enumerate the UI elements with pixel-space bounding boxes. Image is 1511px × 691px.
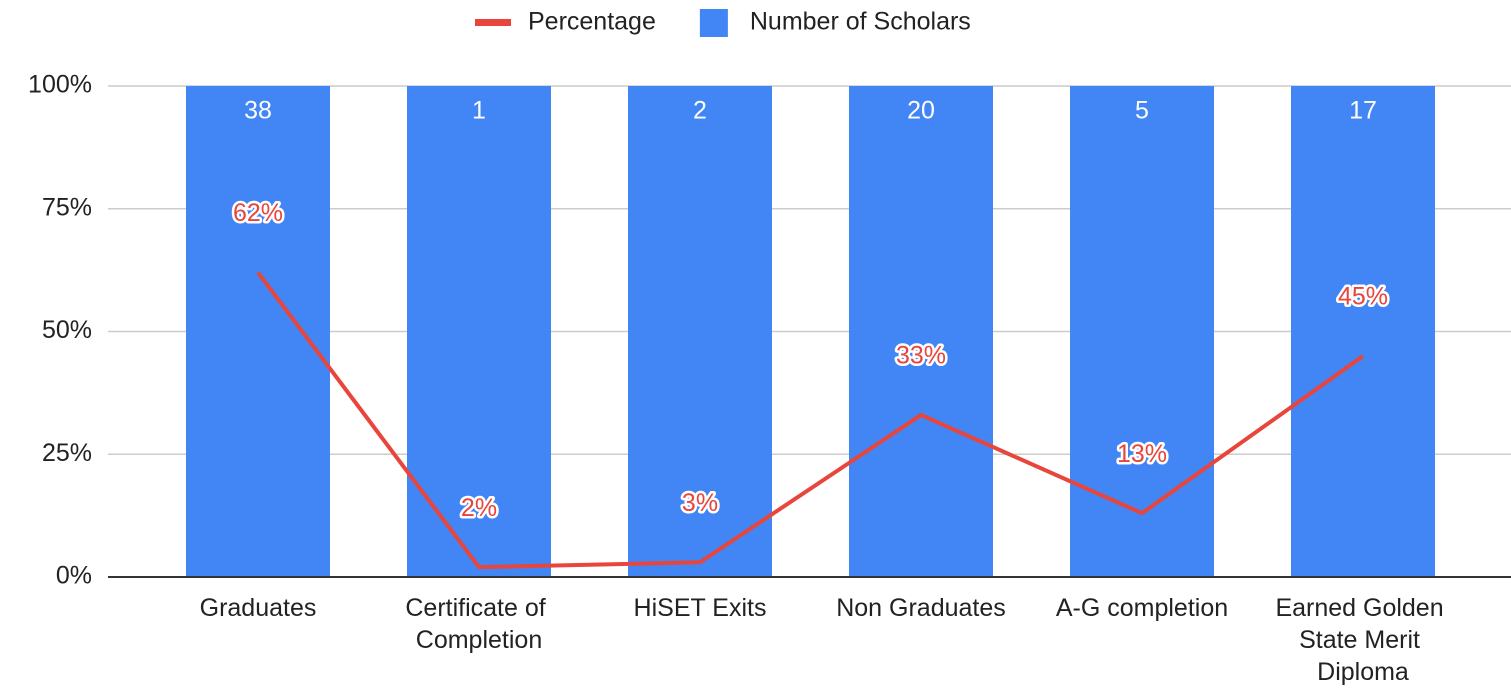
bar-value-label: 38	[244, 97, 272, 125]
bar	[407, 86, 551, 577]
line-value-label: 13%	[1117, 440, 1167, 468]
x-tick-label: A-G completion	[1056, 594, 1228, 622]
bar-value-label: 5	[1135, 97, 1149, 125]
y-tick-label: 100%	[28, 71, 92, 99]
bar	[1070, 86, 1214, 577]
legend-label: Number of Scholars	[750, 8, 971, 36]
line-value-label: 33%	[896, 342, 946, 370]
x-tick-label: Graduates	[200, 594, 317, 622]
line-value-label: 45%	[1338, 283, 1388, 311]
bar	[628, 86, 772, 577]
line-value-label: 3%	[682, 489, 718, 517]
legend-swatch	[699, 9, 728, 37]
bar	[186, 86, 330, 577]
bar-value-label: 1	[472, 97, 486, 125]
x-tick-label: Non Graduates	[836, 594, 1006, 622]
x-tick-label: HiSET Exits	[634, 594, 767, 622]
bar	[849, 86, 993, 577]
line-value-label: 62%	[233, 199, 283, 227]
y-tick-label: 25%	[42, 439, 92, 467]
bar-value-label: 2	[693, 97, 707, 125]
y-tick-label: 0%	[56, 562, 92, 590]
line-value-label: 2%	[461, 494, 497, 522]
line	[256, 271, 1365, 570]
y-tick-label: 50%	[42, 316, 92, 344]
bar	[1291, 86, 1435, 577]
y-tick-label: 75%	[42, 193, 92, 221]
legend-swatch	[475, 19, 511, 26]
x-tick-label: Earned Golden State Merit Diploma	[1275, 594, 1450, 686]
bar-value-label: 20	[907, 97, 935, 125]
legend-label: Percentage	[528, 8, 656, 36]
x-tick-label: Certificate of Completion	[405, 594, 552, 654]
bar-value-label: 17	[1349, 97, 1377, 125]
